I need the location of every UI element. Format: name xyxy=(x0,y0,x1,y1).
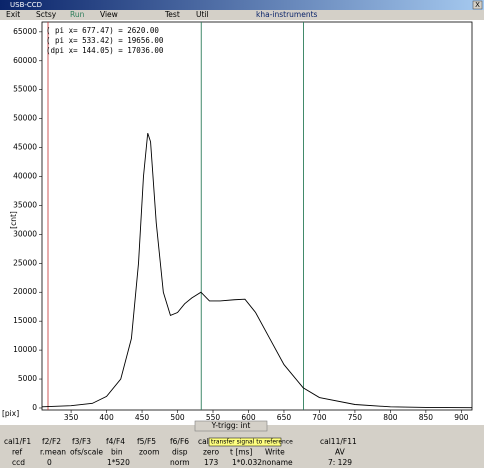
data-line xyxy=(41,132,473,409)
y-tick-label: 20000 xyxy=(13,287,37,296)
panel-label: 7: 129 xyxy=(328,458,352,467)
annotation: (dpi x= 144.05) = 17036.00 xyxy=(46,46,164,55)
y-tick-label: 10000 xyxy=(13,345,37,354)
menu-item[interactable]: Exit xyxy=(6,10,20,19)
tooltip-text: transfer signal to reference xyxy=(211,439,293,446)
menu-item[interactable]: Test xyxy=(164,10,180,19)
panel-label: noname xyxy=(262,458,293,467)
panel-label: f2/F2 xyxy=(42,437,61,446)
y-tick-label: 30000 xyxy=(13,229,37,238)
panel-label: norm xyxy=(170,458,190,467)
menu-item[interactable]: View xyxy=(100,10,118,19)
panel-label: 1*520 xyxy=(107,458,130,467)
window-title: USB-CCD xyxy=(10,1,42,9)
panel-label: f5/F5 xyxy=(137,437,156,446)
y-tick-label: 0 xyxy=(32,403,37,412)
chart-area xyxy=(0,20,484,425)
panel-label: 173 xyxy=(204,458,219,467)
x-tick-label: 800 xyxy=(383,413,398,422)
panel-label: f3/F3 xyxy=(72,437,91,446)
panel-label: ofs/scale xyxy=(70,448,103,457)
trigger-label[interactable]: Y-trigg: int xyxy=(211,421,251,430)
trigger-button[interactable] xyxy=(194,420,268,432)
y-tick-label: 55000 xyxy=(13,85,37,94)
x-tick-label: 900 xyxy=(454,413,469,422)
menu-bar xyxy=(0,10,484,20)
close-label[interactable]: X xyxy=(475,1,480,9)
x-tick-label: 750 xyxy=(348,413,363,422)
panel-label: 1*0.032 xyxy=(232,458,262,467)
panel-label: cal1/F1 xyxy=(4,437,31,446)
x-tick-label: 650 xyxy=(277,413,292,422)
panel-label: disp xyxy=(172,448,188,457)
x-tick-label: 350 xyxy=(64,413,79,422)
panel-label: zoom xyxy=(139,448,159,457)
y-tick-label: 25000 xyxy=(13,258,37,267)
close-button[interactable] xyxy=(472,0,483,10)
menu-item[interactable]: kha-instruments xyxy=(256,10,318,19)
x-tick-label: 450 xyxy=(135,413,150,422)
x-tick-label: 850 xyxy=(419,413,434,422)
y-tick-label: 45000 xyxy=(13,143,37,152)
x-axis-label: [pix] xyxy=(2,409,19,418)
x-tick-label: 550 xyxy=(206,413,221,422)
x-tick-label: 700 xyxy=(312,413,327,422)
plot-frame xyxy=(41,21,473,411)
x-tick-label: 400 xyxy=(99,413,114,422)
y-tick-label: 5000 xyxy=(18,374,37,383)
panel-label: cal11/F11 xyxy=(320,437,357,446)
panel-label: ref xyxy=(12,448,23,457)
title-bar xyxy=(0,0,484,10)
panel-label: AV xyxy=(335,448,346,457)
annotation: ( pi x= 533.42) = 19656.00 xyxy=(46,36,164,45)
y-tick-label: 35000 xyxy=(13,200,37,209)
panel-label: f6/F6 xyxy=(170,437,189,446)
panel-label: ccd xyxy=(12,458,25,467)
annotation: ( pi x= 677.47) = 2620.00 xyxy=(46,26,159,35)
panel-label: f4/F4 xyxy=(106,437,125,446)
panel-label: cal xyxy=(198,437,209,446)
panel-label: 0 xyxy=(47,458,52,467)
menu-item[interactable]: Util xyxy=(196,10,209,19)
tooltip xyxy=(208,437,282,447)
panel-label: bin xyxy=(111,448,123,457)
y-tick-label: 65000 xyxy=(13,27,37,36)
panel-label: t [ms] xyxy=(230,448,252,457)
menu-item[interactable]: Run xyxy=(70,10,85,19)
panel-label: zero xyxy=(203,448,219,457)
panel-label: r.mean xyxy=(40,448,66,457)
x-tick-label: 500 xyxy=(170,413,185,422)
x-tick-label: 600 xyxy=(241,413,256,422)
menu-item[interactable]: Sctsy xyxy=(36,10,57,19)
y-tick-label: 15000 xyxy=(13,316,37,325)
y-tick-label: 40000 xyxy=(13,172,37,181)
y-tick-label: 60000 xyxy=(13,56,37,65)
y-axis-label: [cnt] xyxy=(9,211,18,229)
y-tick-label: 50000 xyxy=(13,114,37,123)
panel-label: Write xyxy=(265,448,285,457)
